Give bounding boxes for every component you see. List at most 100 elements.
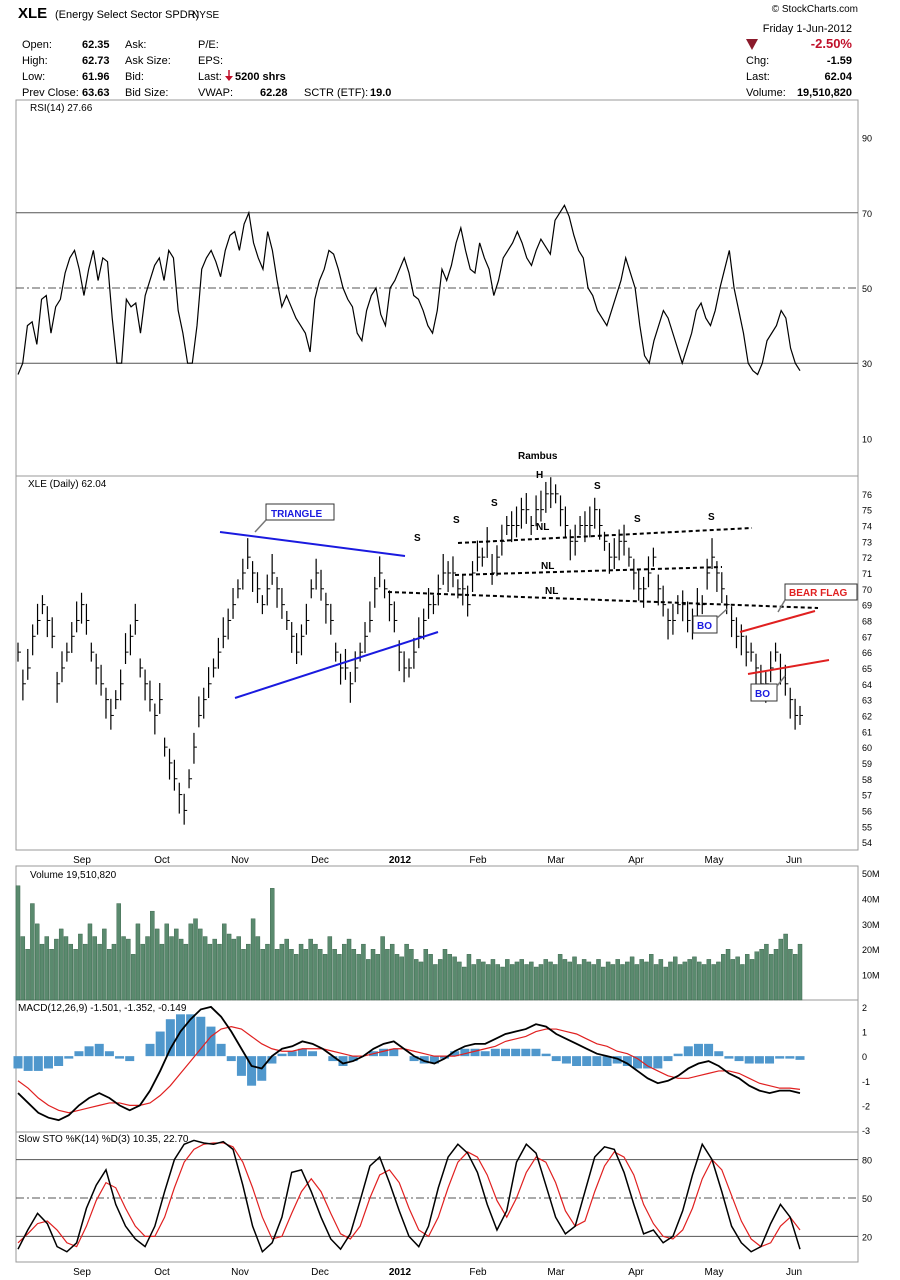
volume-bar [601, 966, 606, 1001]
volume-bar [303, 949, 309, 1001]
macd-histogram-bar [785, 1056, 795, 1059]
high-label: High: [22, 55, 48, 67]
macd-histogram-bar [480, 1051, 490, 1057]
neckline-label-1: NL [536, 522, 549, 533]
macd-histogram-bar [409, 1056, 419, 1062]
volume-bar [404, 943, 409, 1001]
flag-lower-line [747, 659, 830, 675]
y-tick-label: 70 [862, 585, 872, 595]
volume-bar [25, 949, 30, 1001]
volume-bar [596, 959, 601, 1001]
volume-bar [159, 943, 165, 1001]
y-tick-label: 50 [862, 284, 872, 294]
volume-bar [284, 938, 289, 1001]
volume-bar [639, 959, 644, 1001]
x-axis-labels: Sep Sep Oct Oct Nov Nov Dec Dec 2012 2012 Feb Feb Ma… [73, 855, 802, 1278]
volume-bar [543, 959, 548, 1001]
y-tick-label: 55 [862, 822, 872, 832]
volume-bar [413, 959, 419, 1001]
volume-bar [58, 928, 64, 1001]
volume-bar [361, 943, 366, 1001]
vwap-label: VWAP: [198, 87, 233, 99]
y-tick-label: 30M [862, 920, 880, 930]
volume-bar [418, 961, 424, 1001]
volume-bar [773, 949, 779, 1001]
volume-bar [701, 964, 707, 1001]
macd-histogram-bar [592, 1056, 602, 1066]
volume-bar [212, 938, 217, 1001]
x-axis-label-top: May [705, 855, 724, 866]
volume-title: Volume 19,510,820 [30, 870, 117, 881]
rsi-line [17, 203, 801, 376]
pe-label: P/E: [198, 39, 219, 51]
volume-bar [572, 956, 577, 1001]
y-tick-label: 40M [862, 894, 880, 904]
ask-label: Ask: [125, 39, 146, 51]
y-tick-label: -3 [862, 1126, 870, 1136]
last-label: Last: [198, 71, 222, 83]
y-tick-label: 64 [862, 680, 872, 690]
volume-bar [318, 949, 323, 1001]
volume-bar [433, 964, 438, 1001]
y-tick-label: 58 [862, 775, 872, 785]
volume-bar [673, 956, 678, 1001]
macd-histogram-bar [277, 1053, 287, 1057]
macd-histogram-bar [115, 1056, 125, 1059]
volume-bar [716, 961, 721, 1001]
bo-label-1: BO [697, 621, 712, 632]
volume-bar [174, 928, 179, 1001]
macd-histogram-bar [531, 1048, 541, 1057]
volume-bar [97, 943, 102, 1001]
volume-bar [183, 943, 189, 1001]
macd-histogram-bar [186, 1014, 196, 1057]
volume-bar [111, 943, 117, 1001]
volume-bar [615, 959, 620, 1001]
volume-bar [164, 923, 169, 1001]
volume-panel: 50M 40M 30M 20M 10M [15, 869, 880, 1001]
bid-size-label: Bid Size: [125, 87, 168, 99]
percent-change: -2.50% [811, 36, 853, 51]
volume-bar [792, 954, 798, 1001]
macd-histogram-bar [561, 1056, 571, 1064]
volume-bar [797, 943, 803, 1001]
y-tick-label: 72 [862, 553, 872, 563]
shoulder-label-4: S [414, 533, 421, 544]
volume-bar [342, 943, 347, 1001]
volume-bar [677, 964, 683, 1001]
macd-histogram-bar [13, 1056, 23, 1069]
rambus-label: Rambus [518, 451, 558, 462]
volume-bar [533, 966, 539, 1001]
neckline-label-2: NL [541, 561, 554, 572]
chg-label: Chg: [746, 55, 769, 67]
volume-bar [562, 959, 568, 1001]
volume-bar [706, 959, 712, 1001]
macd-histogram-bar [247, 1056, 257, 1086]
volume-bar [106, 949, 112, 1001]
x-axis-label-top: Apr [628, 855, 644, 866]
y-tick-label: 62 [862, 711, 872, 721]
y-tick-label: 68 [862, 616, 872, 626]
volume-bar [399, 956, 405, 1001]
volume-bar [481, 961, 486, 1001]
volume-bar [745, 954, 750, 1001]
price-panel-frame [15, 475, 859, 851]
macd-signal-line [17, 1025, 801, 1114]
volume-bar [490, 959, 496, 1001]
x-axis-label-top: 2012 [389, 855, 412, 866]
open-label: Open: [22, 39, 52, 51]
volume-bar [514, 961, 520, 1001]
x-axis-label-bottom: Oct [154, 1267, 170, 1278]
volume-bar [154, 928, 160, 1001]
macd-histogram-bar [155, 1031, 165, 1057]
macd-histogram-bar [206, 1026, 216, 1057]
macd-histogram-bar [490, 1048, 500, 1057]
volume-bar [322, 954, 328, 1001]
macd-histogram-bar [460, 1048, 470, 1057]
vwap-value: 62.28 [260, 87, 288, 99]
macd-histogram-bar [74, 1051, 84, 1057]
macd-histogram-bar [775, 1056, 785, 1059]
red-down-arrow-icon [225, 70, 233, 81]
bid-label: Bid: [125, 71, 144, 83]
sto-panel-frame [15, 1131, 859, 1263]
